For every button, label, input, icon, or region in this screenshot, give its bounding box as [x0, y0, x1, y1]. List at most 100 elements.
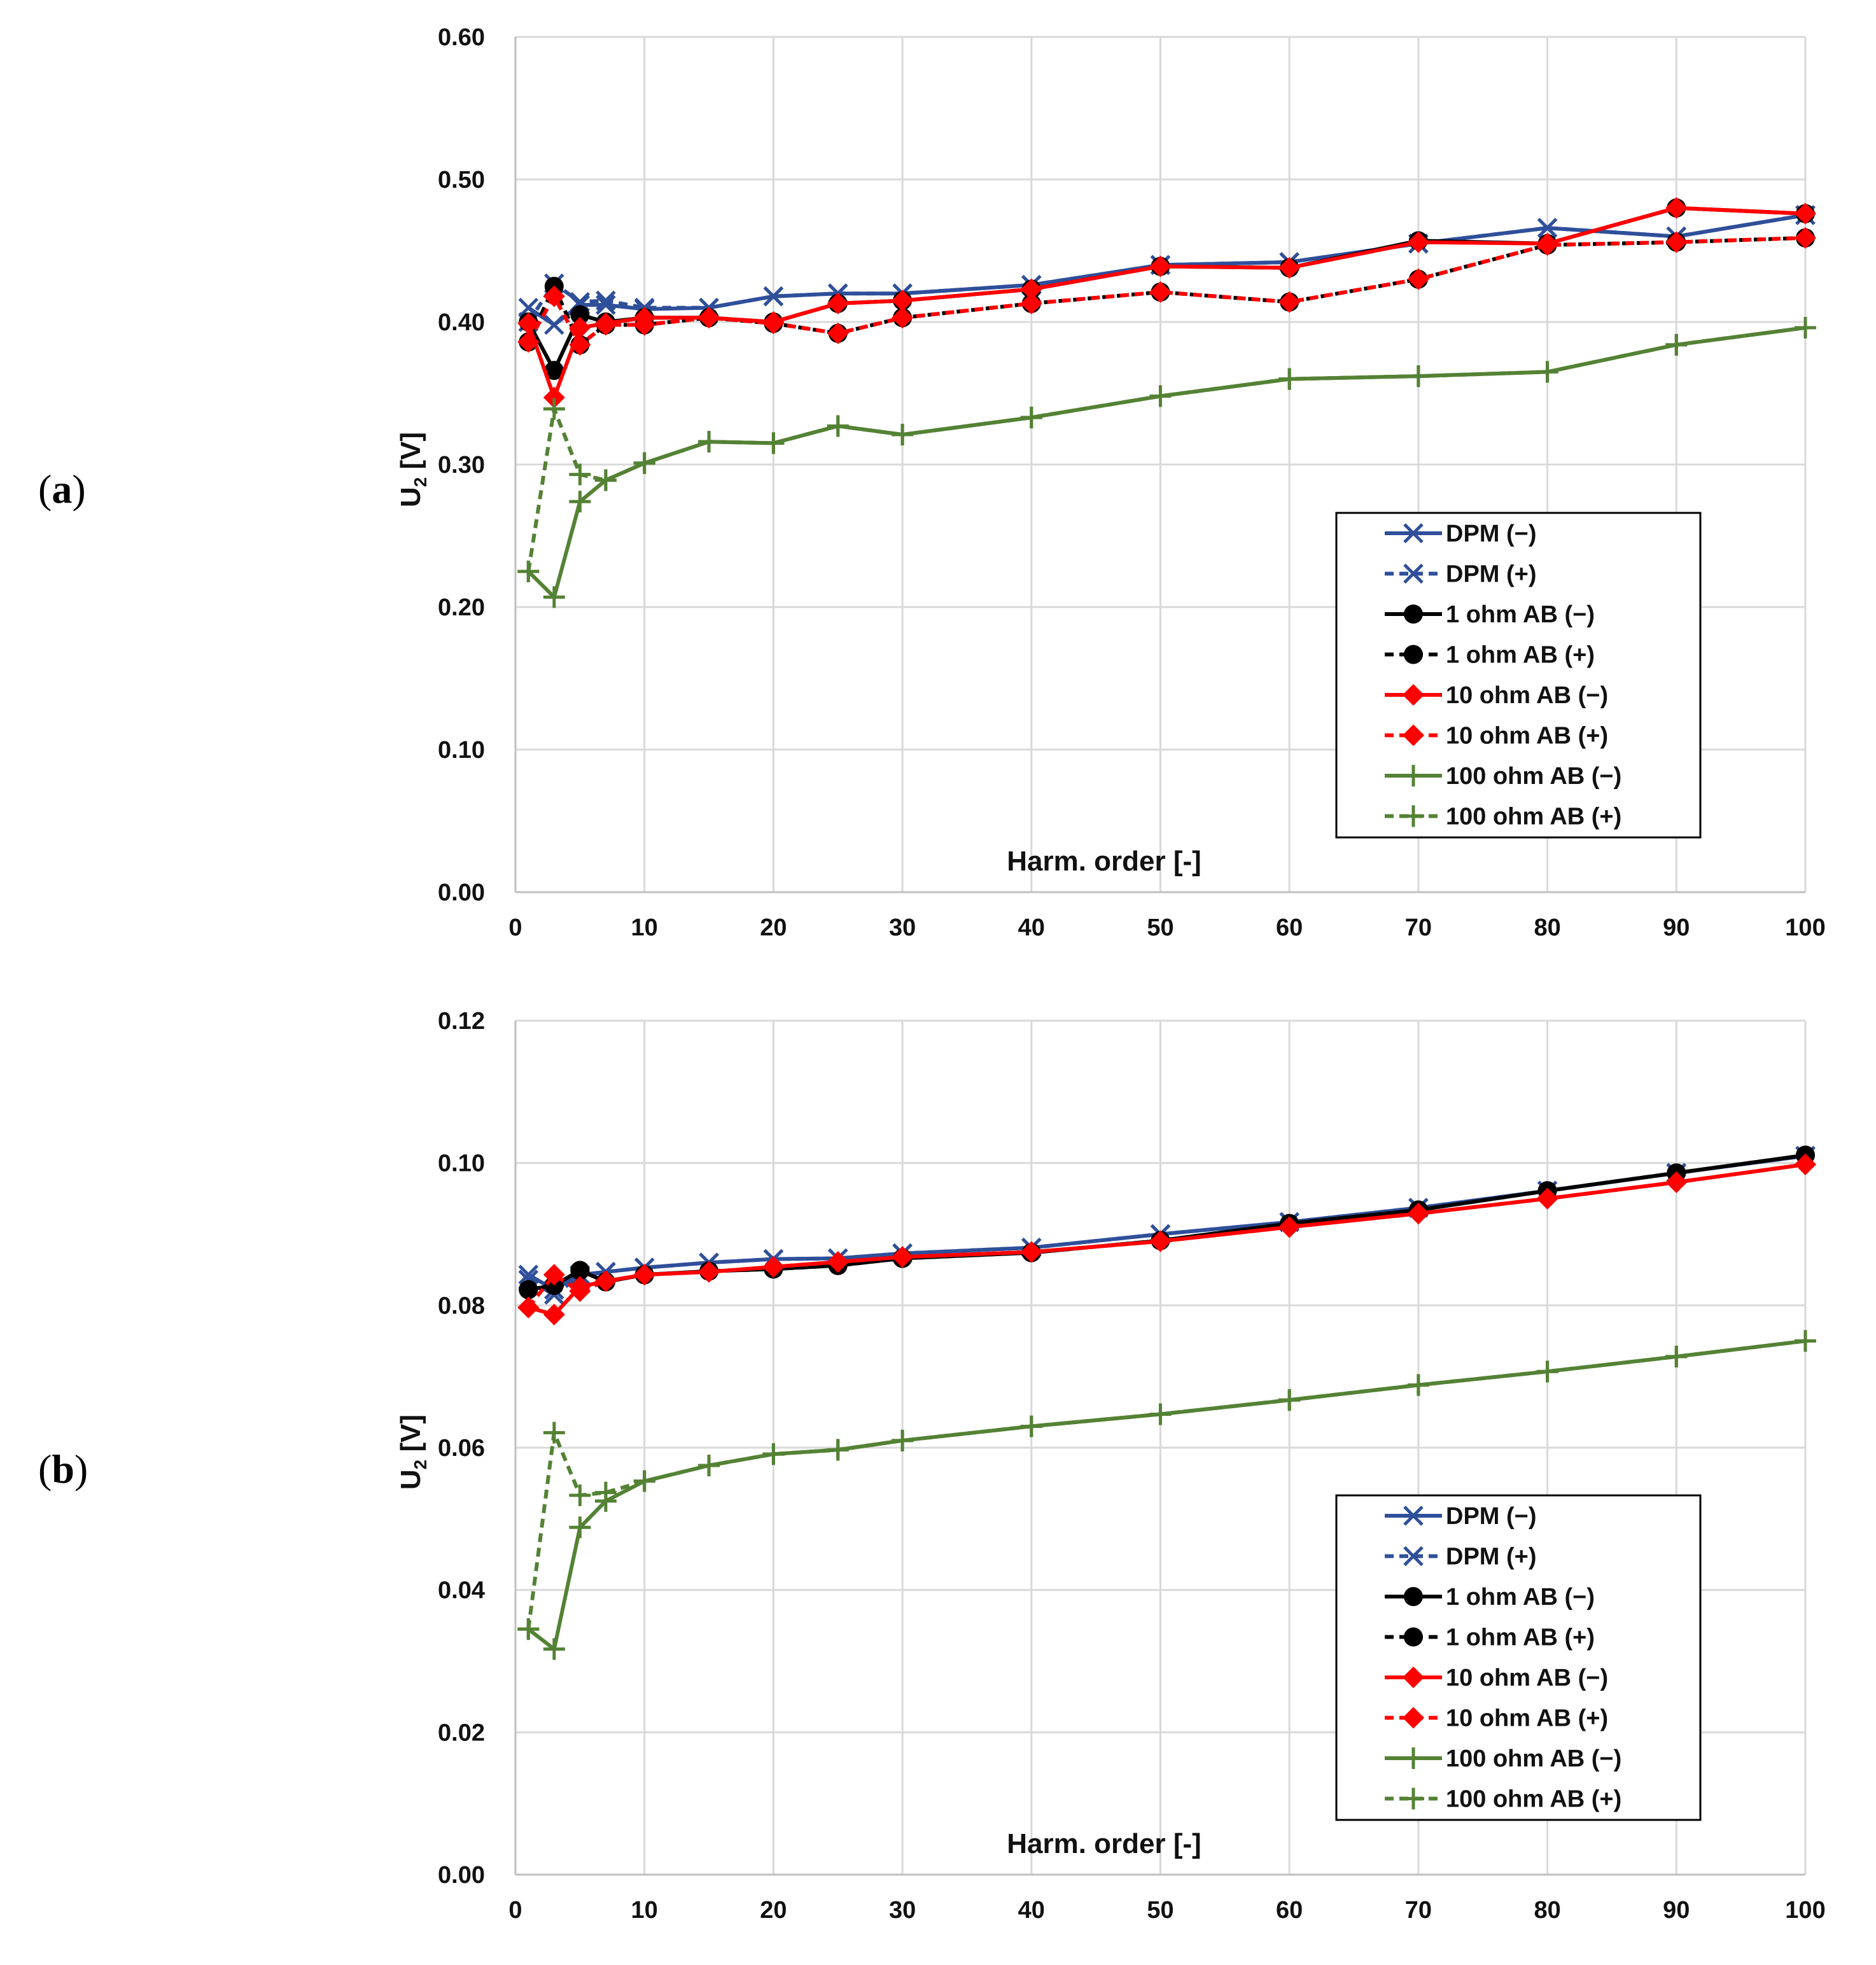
data-point	[543, 398, 565, 420]
series-line	[526, 326, 1806, 572]
data-point	[698, 1454, 720, 1476]
data-point	[1278, 291, 1301, 313]
series-line	[528, 1153, 1806, 1292]
legend-label: 10 ohm AB (−)	[1446, 682, 1608, 709]
data-point	[518, 1264, 539, 1285]
series-7	[517, 1330, 1816, 1640]
legend-item: DPM (+)	[1385, 1544, 1537, 1570]
data-point	[892, 307, 914, 329]
x-tick-label: 90	[1663, 1897, 1690, 1924]
legend-swatch-marker	[1404, 645, 1423, 664]
data-point	[1278, 256, 1301, 279]
y-tick-label: 0.00	[438, 879, 485, 906]
data-point	[1020, 1415, 1042, 1437]
y-tick-label: 0.04	[438, 1577, 485, 1604]
legend-label: DPM (+)	[1446, 1544, 1537, 1570]
data-point	[633, 1264, 655, 1286]
data-point	[1278, 1389, 1301, 1411]
data-point	[596, 295, 616, 315]
data-point	[517, 331, 540, 353]
data-point	[1665, 231, 1688, 253]
data-point	[1537, 218, 1558, 238]
data-point	[1407, 231, 1429, 253]
legend-label: 100 ohm AB (−)	[1446, 1745, 1621, 1772]
legend-swatch-marker	[1403, 1546, 1424, 1567]
x-tick-label: 50	[1147, 914, 1173, 941]
data-point	[1278, 368, 1301, 390]
data-point	[1536, 1360, 1558, 1383]
data-point	[569, 463, 591, 486]
data-point	[517, 1618, 540, 1640]
x-tick-label: 20	[760, 1897, 787, 1924]
data-point	[892, 290, 914, 312]
y-tick-label: 0.06	[438, 1435, 485, 1462]
data-point	[1149, 385, 1172, 407]
data-point	[569, 333, 591, 356]
legend-label: 1 ohm AB (+)	[1446, 1625, 1595, 1651]
legend-box	[1335, 1494, 1702, 1821]
x-tick-label: 70	[1405, 914, 1432, 941]
y-tick-label: 0.30	[438, 452, 485, 479]
legend-item: 10 ohm AB (+)	[1385, 723, 1608, 750]
legend-swatch-marker	[1403, 724, 1424, 746]
data-point	[1407, 365, 1429, 388]
legend-label: 10 ohm AB (+)	[1446, 723, 1608, 750]
x-tick-label: 60	[1276, 914, 1303, 941]
data-point	[543, 1422, 565, 1444]
series-5	[517, 227, 1816, 356]
data-point	[1536, 361, 1558, 383]
legend-swatch-marker	[1404, 605, 1423, 624]
legend-swatch-marker	[1403, 1667, 1424, 1688]
y-tick-label: 0.40	[438, 309, 485, 336]
chart-b: 0.00 0.02 0.04 0.06 0.08 0.10 0.12 0 10 20 30 40 50…	[395, 1008, 1826, 1924]
data-point	[1665, 197, 1688, 219]
legend-item: 100 ohm AB (−)	[1385, 1745, 1621, 1772]
legend-label: 1 ohm AB (−)	[1446, 601, 1595, 628]
data-point	[1020, 1241, 1042, 1263]
data-point	[827, 322, 849, 344]
data-point	[570, 1261, 590, 1280]
series-line	[526, 213, 1806, 323]
chart-a: 0.00 0.10 0.20 0.30 0.40 0.50 0.60 0 10 20 30 40 50…	[395, 24, 1826, 941]
series-group-a	[517, 197, 1816, 608]
legend-swatch-marker	[1404, 1627, 1423, 1647]
data-point	[544, 361, 564, 381]
legend-item: 10 ohm AB (−)	[1385, 682, 1608, 709]
legend-item: 1 ohm AB (−)	[1385, 1584, 1595, 1611]
x-tick-label: 100	[1785, 914, 1825, 941]
data-point	[519, 1280, 538, 1299]
legend-item: 1 ohm AB (+)	[1385, 642, 1595, 669]
legend-swatch-marker	[1403, 765, 1424, 787]
legend-item: DPM (+)	[1385, 561, 1537, 588]
data-point	[1665, 333, 1688, 356]
series-line	[526, 1162, 1806, 1309]
data-point	[1795, 1153, 1816, 1175]
data-point	[827, 415, 849, 437]
data-point	[633, 1470, 655, 1492]
legend-swatch-marker	[1403, 563, 1424, 584]
data-point	[698, 431, 720, 453]
x-tick-label: 30	[889, 1897, 916, 1924]
data-point	[543, 1638, 565, 1660]
data-point	[762, 312, 785, 335]
data-point	[1407, 268, 1429, 290]
legend-item: 100 ohm AB (+)	[1385, 1786, 1621, 1813]
legend-item: DPM (−)	[1385, 521, 1537, 547]
data-point	[594, 469, 617, 491]
series-5	[517, 1153, 1816, 1318]
data-point	[543, 586, 565, 608]
legend-item: 1 ohm AB (+)	[1385, 1625, 1595, 1651]
legend-item: DPM (−)	[1385, 1503, 1537, 1530]
data-point	[892, 1429, 914, 1451]
legend-label: 1 ohm AB (−)	[1446, 1584, 1595, 1611]
data-point	[1149, 1403, 1172, 1425]
x-tick-label: 30	[889, 914, 916, 941]
data-point	[1795, 1330, 1816, 1352]
data-point	[569, 1280, 591, 1302]
data-point	[1020, 292, 1042, 314]
x-tick-label: 20	[760, 914, 787, 941]
grid-a	[514, 36, 1807, 893]
x-tick-label: 50	[1147, 1897, 1173, 1924]
x-tick-label: 10	[631, 914, 658, 941]
